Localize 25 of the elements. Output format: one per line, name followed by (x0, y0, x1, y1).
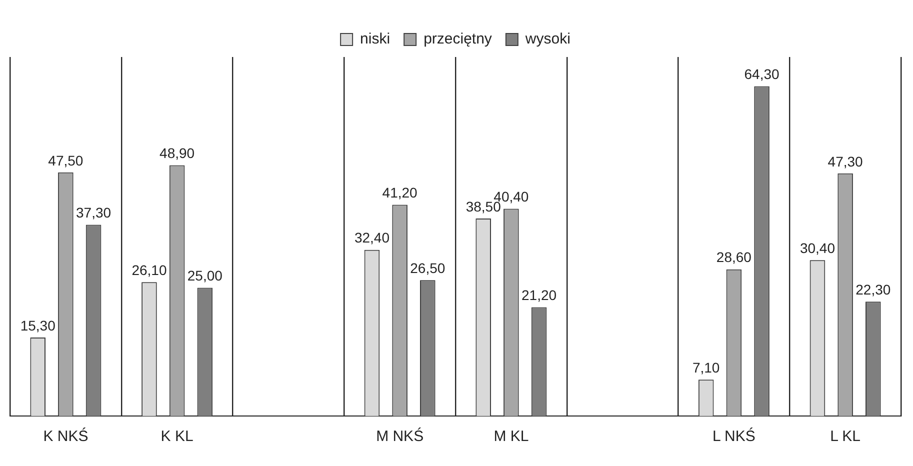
data-label: 47,50 (48, 152, 84, 168)
data-label: 22,30 (856, 281, 891, 298)
data-label: 25,00 (187, 268, 223, 284)
data-label: 64,30 (744, 66, 780, 82)
x-tick-label: L KL (830, 428, 860, 446)
x-tick-label: K NKŚ (43, 427, 88, 446)
data-label: 37,30 (76, 204, 112, 221)
x-tick-label: K KL (160, 428, 194, 446)
data-label: 32,40 (354, 230, 390, 246)
data-label: 47,30 (828, 153, 864, 170)
data-label: 41,20 (382, 184, 418, 201)
data-label: 26,50 (410, 260, 446, 276)
legend-label: wysoki (524, 30, 570, 48)
legend-label: niski (360, 30, 390, 48)
data-label: 7,10 (692, 359, 720, 376)
legend-label: przeciętny (424, 30, 492, 48)
data-label: 15,30 (20, 317, 56, 334)
data-label: 28,60 (716, 249, 752, 266)
data-label: 30,40 (800, 240, 836, 256)
data-label: 21,20 (522, 287, 557, 304)
x-tick-label: L NKŚ (712, 427, 756, 446)
x-tick-label: M NKŚ (376, 427, 424, 446)
x-tick-label: M KL (494, 428, 529, 446)
data-label: 48,90 (160, 145, 195, 162)
data-label: 26,10 (132, 262, 167, 278)
